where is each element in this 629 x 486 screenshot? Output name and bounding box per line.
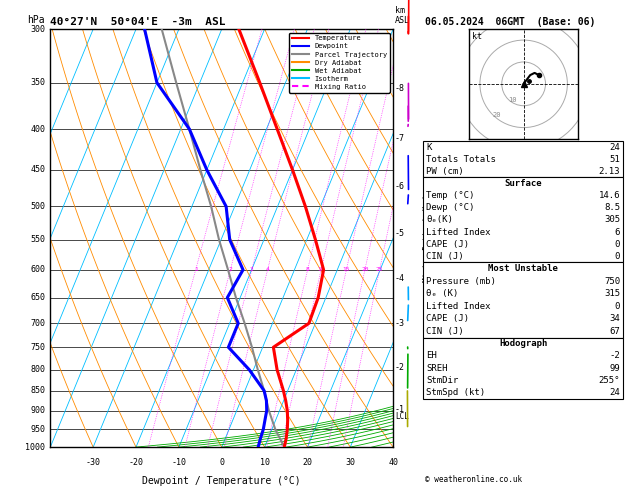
Text: -7: -7 <box>395 134 405 143</box>
Text: -5: -5 <box>395 229 405 238</box>
Text: 34: 34 <box>610 314 620 324</box>
Text: -4: -4 <box>395 275 405 283</box>
Text: 650: 650 <box>30 293 45 302</box>
Text: CIN (J): CIN (J) <box>426 252 464 261</box>
Text: StmSpd (kt): StmSpd (kt) <box>426 388 486 397</box>
Text: 2: 2 <box>228 267 232 272</box>
Text: © weatheronline.co.uk: © weatheronline.co.uk <box>425 474 521 484</box>
Text: 0: 0 <box>615 302 620 311</box>
Text: 400: 400 <box>30 124 45 134</box>
Text: 25: 25 <box>376 267 383 272</box>
Text: 600: 600 <box>30 265 45 274</box>
Text: 67: 67 <box>610 327 620 336</box>
Text: LCL: LCL <box>395 412 409 421</box>
Text: 750: 750 <box>30 343 45 352</box>
Legend: Temperature, Dewpoint, Parcel Trajectory, Dry Adiabat, Wet Adiabat, Isotherm, Mi: Temperature, Dewpoint, Parcel Trajectory… <box>289 33 389 93</box>
Text: 2.13: 2.13 <box>599 167 620 176</box>
Text: 4: 4 <box>265 267 269 272</box>
Text: -30: -30 <box>86 458 101 467</box>
Text: Dewpoint / Temperature (°C): Dewpoint / Temperature (°C) <box>142 476 301 486</box>
Text: Pressure (mb): Pressure (mb) <box>426 277 496 286</box>
Text: 24: 24 <box>610 142 620 152</box>
Text: 800: 800 <box>30 365 45 374</box>
Text: 700: 700 <box>30 319 45 328</box>
Text: θₑ (K): θₑ (K) <box>426 289 459 298</box>
Text: Lifted Index: Lifted Index <box>426 302 491 311</box>
Text: Lifted Index: Lifted Index <box>426 227 491 237</box>
Text: Surface: Surface <box>504 179 542 188</box>
Text: -2: -2 <box>610 351 620 361</box>
Text: -20: -20 <box>128 458 143 467</box>
Text: 0: 0 <box>615 252 620 261</box>
Text: 10: 10 <box>508 97 516 103</box>
Text: 750: 750 <box>604 277 620 286</box>
Text: kt: kt <box>472 33 482 41</box>
Text: hPa: hPa <box>28 15 45 25</box>
Text: 900: 900 <box>30 406 45 415</box>
Text: 8.5: 8.5 <box>604 203 620 212</box>
Text: Mixing Ratio (g/kg): Mixing Ratio (g/kg) <box>423 194 432 282</box>
Text: 850: 850 <box>30 386 45 395</box>
Text: Dewp (°C): Dewp (°C) <box>426 203 475 212</box>
Text: 10: 10 <box>318 267 325 272</box>
Text: 20: 20 <box>492 112 501 118</box>
Text: θₑ(K): θₑ(K) <box>426 215 454 225</box>
Text: 0: 0 <box>220 458 224 467</box>
Text: 15: 15 <box>343 267 350 272</box>
Text: PW (cm): PW (cm) <box>426 167 464 176</box>
Text: 950: 950 <box>30 425 45 434</box>
Text: 8: 8 <box>306 267 309 272</box>
Text: 99: 99 <box>610 364 620 373</box>
Text: 3: 3 <box>250 267 253 272</box>
Text: EH: EH <box>426 351 437 361</box>
Text: -6: -6 <box>395 182 405 191</box>
Text: StmDir: StmDir <box>426 376 459 385</box>
Text: 450: 450 <box>30 165 45 174</box>
Text: CIN (J): CIN (J) <box>426 327 464 336</box>
Text: 10: 10 <box>260 458 270 467</box>
Text: 51: 51 <box>610 155 620 164</box>
Text: Hodograph: Hodograph <box>499 339 547 348</box>
Text: K: K <box>426 142 432 152</box>
Text: 350: 350 <box>30 78 45 87</box>
Text: 1: 1 <box>194 267 198 272</box>
Text: -2: -2 <box>395 363 405 372</box>
Text: 6: 6 <box>615 227 620 237</box>
Text: 20: 20 <box>303 458 313 467</box>
Text: 305: 305 <box>604 215 620 225</box>
Text: -8: -8 <box>395 84 405 93</box>
Text: 550: 550 <box>30 235 45 244</box>
Text: 500: 500 <box>30 202 45 211</box>
Text: 300: 300 <box>30 25 45 34</box>
Text: 1000: 1000 <box>25 443 45 451</box>
Text: -3: -3 <box>395 319 405 329</box>
Text: 14.6: 14.6 <box>599 191 620 200</box>
Text: CAPE (J): CAPE (J) <box>426 240 469 249</box>
Text: -1: -1 <box>395 405 405 414</box>
Text: 40: 40 <box>388 458 398 467</box>
Text: SREH: SREH <box>426 364 448 373</box>
Text: 06.05.2024  06GMT  (Base: 06): 06.05.2024 06GMT (Base: 06) <box>425 17 595 27</box>
Text: Totals Totals: Totals Totals <box>426 155 496 164</box>
Text: 0: 0 <box>615 240 620 249</box>
Text: 20: 20 <box>361 267 369 272</box>
Text: Temp (°C): Temp (°C) <box>426 191 475 200</box>
Text: km
ASL: km ASL <box>395 6 410 25</box>
Text: 40°27'N  50°04'E  -3m  ASL: 40°27'N 50°04'E -3m ASL <box>50 17 226 27</box>
Text: Most Unstable: Most Unstable <box>488 264 559 273</box>
Text: 24: 24 <box>610 388 620 397</box>
Text: -10: -10 <box>171 458 186 467</box>
Text: 315: 315 <box>604 289 620 298</box>
Text: 30: 30 <box>345 458 355 467</box>
Text: CAPE (J): CAPE (J) <box>426 314 469 324</box>
Text: 255°: 255° <box>599 376 620 385</box>
